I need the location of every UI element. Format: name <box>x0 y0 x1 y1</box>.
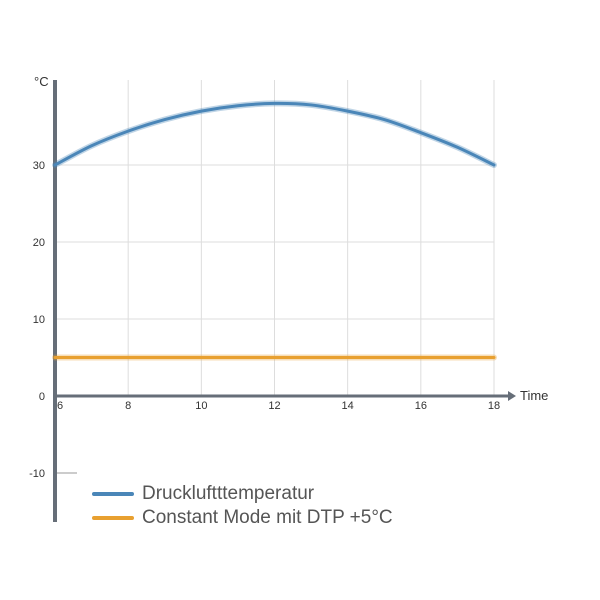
legend-label-druckluft: Druckluftttemperatur <box>142 483 315 504</box>
legend-swatch-druckluft <box>92 492 134 496</box>
x-tick-label: 8 <box>125 400 131 412</box>
x-tick-label: 14 <box>342 400 354 412</box>
x-tick-label: 6 <box>57 400 63 412</box>
y-tick-labels: -10 0 10 20 30 <box>29 160 45 480</box>
x-axis-label: Time <box>520 388 548 403</box>
x-axis-arrow-icon <box>508 391 516 401</box>
y-tick-label: -10 <box>29 468 45 480</box>
y-tick-label: 30 <box>33 160 45 172</box>
series-line-druckluft <box>53 101 496 167</box>
y-tick-label: 20 <box>33 237 45 249</box>
grid-lines <box>55 80 495 474</box>
series-lines <box>52 100 497 361</box>
x-tick-labels: 6 8 10 12 14 16 18 <box>57 400 500 412</box>
x-tick-label: 12 <box>268 400 280 412</box>
legend-item-druckluft: Druckluftttemperatur <box>92 482 393 506</box>
legend-item-constant-mode: Constant Mode mit DTP +5°C <box>92 506 393 530</box>
legend: Druckluftttemperatur Constant Mode mit D… <box>92 482 393 530</box>
x-tick-label: 18 <box>488 400 500 412</box>
x-tick-label: 10 <box>195 400 207 412</box>
legend-swatch-constant-mode <box>92 516 134 520</box>
y-tick-label: 0 <box>39 391 45 403</box>
x-axis <box>55 391 516 401</box>
y-tick-label: 10 <box>33 314 45 326</box>
x-tick-label: 16 <box>415 400 427 412</box>
y-axis-label: °C <box>34 74 49 89</box>
legend-label-constant-mode: Constant Mode mit DTP +5°C <box>142 507 393 528</box>
